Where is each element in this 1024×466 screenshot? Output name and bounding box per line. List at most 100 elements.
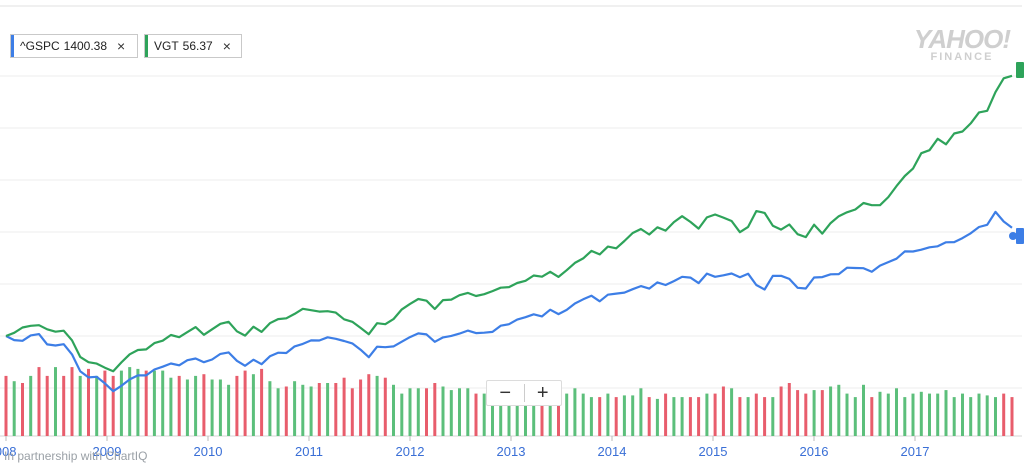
volume-bar [738,397,742,436]
legend-vgt[interactable]: VGT 56.37 × [144,34,242,58]
zoom-control: − + [486,380,562,406]
volume-bar [45,375,49,436]
volume-bar [936,393,940,436]
volume-bar [29,375,33,436]
legend-value: 1400.38 [63,39,108,53]
x-tick-label: 2016 [800,444,829,459]
legend-value: 56.37 [182,39,213,53]
volume-bar [771,397,775,436]
volume-bar [128,367,132,436]
volume-bar [507,393,511,436]
volume-bar [589,397,593,436]
volume-bar [70,367,74,436]
volume-bar [895,388,898,436]
volume-bar [185,379,189,436]
logo-title: YAHOO! [913,24,1011,54]
volume-bar [375,375,379,436]
volume-bar [557,395,560,436]
volume-bar [12,381,16,436]
volume-bar [293,381,297,436]
volume-bar [4,375,8,436]
volume-bar [218,379,222,436]
volume-bar [433,383,437,436]
volume-bar [977,393,981,436]
volume-bar [944,390,948,436]
volume-bar [37,367,41,436]
volume-bar [284,386,288,436]
volume-bar [994,397,997,436]
volume-bar [260,368,264,436]
volume-bar [532,395,536,436]
series-line-vgt [5,74,1013,373]
volume-bar [878,391,882,436]
volume-bar [309,386,313,436]
x-tick-label: 2013 [497,444,526,459]
volume-bar [152,370,156,436]
volume-bar [754,393,758,436]
volume-bar [87,368,90,436]
volume-bar [515,395,519,436]
yahoo-finance-logo: YAHOO! FINANCE [913,24,1011,63]
zoom-in-button[interactable]: + [536,382,549,404]
volume-bar [928,393,931,436]
volume-bar [787,383,791,436]
volume-bar [449,390,453,436]
volume-bar [713,393,717,436]
zoom-out-button[interactable]: − [499,382,512,404]
x-tick-label: 2012 [396,444,425,459]
volume-bar [408,388,412,436]
volume-bar [639,388,643,436]
volume-bar [392,384,395,436]
volume-bar [631,395,635,436]
volume-bar [820,390,824,436]
volume-bar [870,397,874,436]
volume-bar [763,397,767,436]
volume-bar [177,375,181,436]
volume-bar [804,393,808,436]
volume-bar [210,379,214,436]
close-icon[interactable]: × [117,38,126,54]
volume-bar [622,395,626,436]
partner-credit: In partnership with ChartIQ [4,449,148,463]
volume-bar [111,375,115,436]
close-icon[interactable]: × [222,38,231,54]
volume-bar [697,397,701,436]
volume-bar [746,397,750,436]
volume-bar [688,397,692,436]
volume-bar [1002,393,1006,436]
x-tick-label: 2008 [0,444,16,459]
x-tick-label: 2010 [194,444,223,459]
x-tick-label: 2015 [699,444,728,459]
gspc-axis-marker [1016,228,1024,244]
volume-bar [334,383,338,436]
gspc-color-swatch [11,35,14,57]
volume-bar [705,393,709,436]
volume-bar [425,388,428,436]
volume-bar [837,384,841,436]
volume-bar [441,386,445,436]
volume-bar [779,386,783,436]
volume-bar [474,393,478,436]
legend-gspc[interactable]: ^GSPC 1400.38 × [10,34,138,58]
volume-bar [829,386,833,436]
volume-bar [952,397,956,436]
volume-bar [491,395,494,436]
volume-bar [400,393,404,436]
vgt-color-swatch [145,35,148,57]
volume-bar [326,383,330,436]
volume-bar [359,379,363,436]
gspc-end-dot [1009,232,1017,240]
x-tick-label: 2014 [598,444,627,459]
volume-bar [812,390,816,436]
volume-bar [655,398,659,436]
volume-bar [647,397,651,436]
volume-bar [969,397,973,436]
volume-bar [862,384,865,436]
volume-bar [243,370,247,436]
volume-bar [54,367,57,436]
x-tick-label: 2011 [295,444,323,459]
volume-bar [251,374,255,436]
volume-bar [301,384,305,436]
volume-bar [614,397,618,436]
